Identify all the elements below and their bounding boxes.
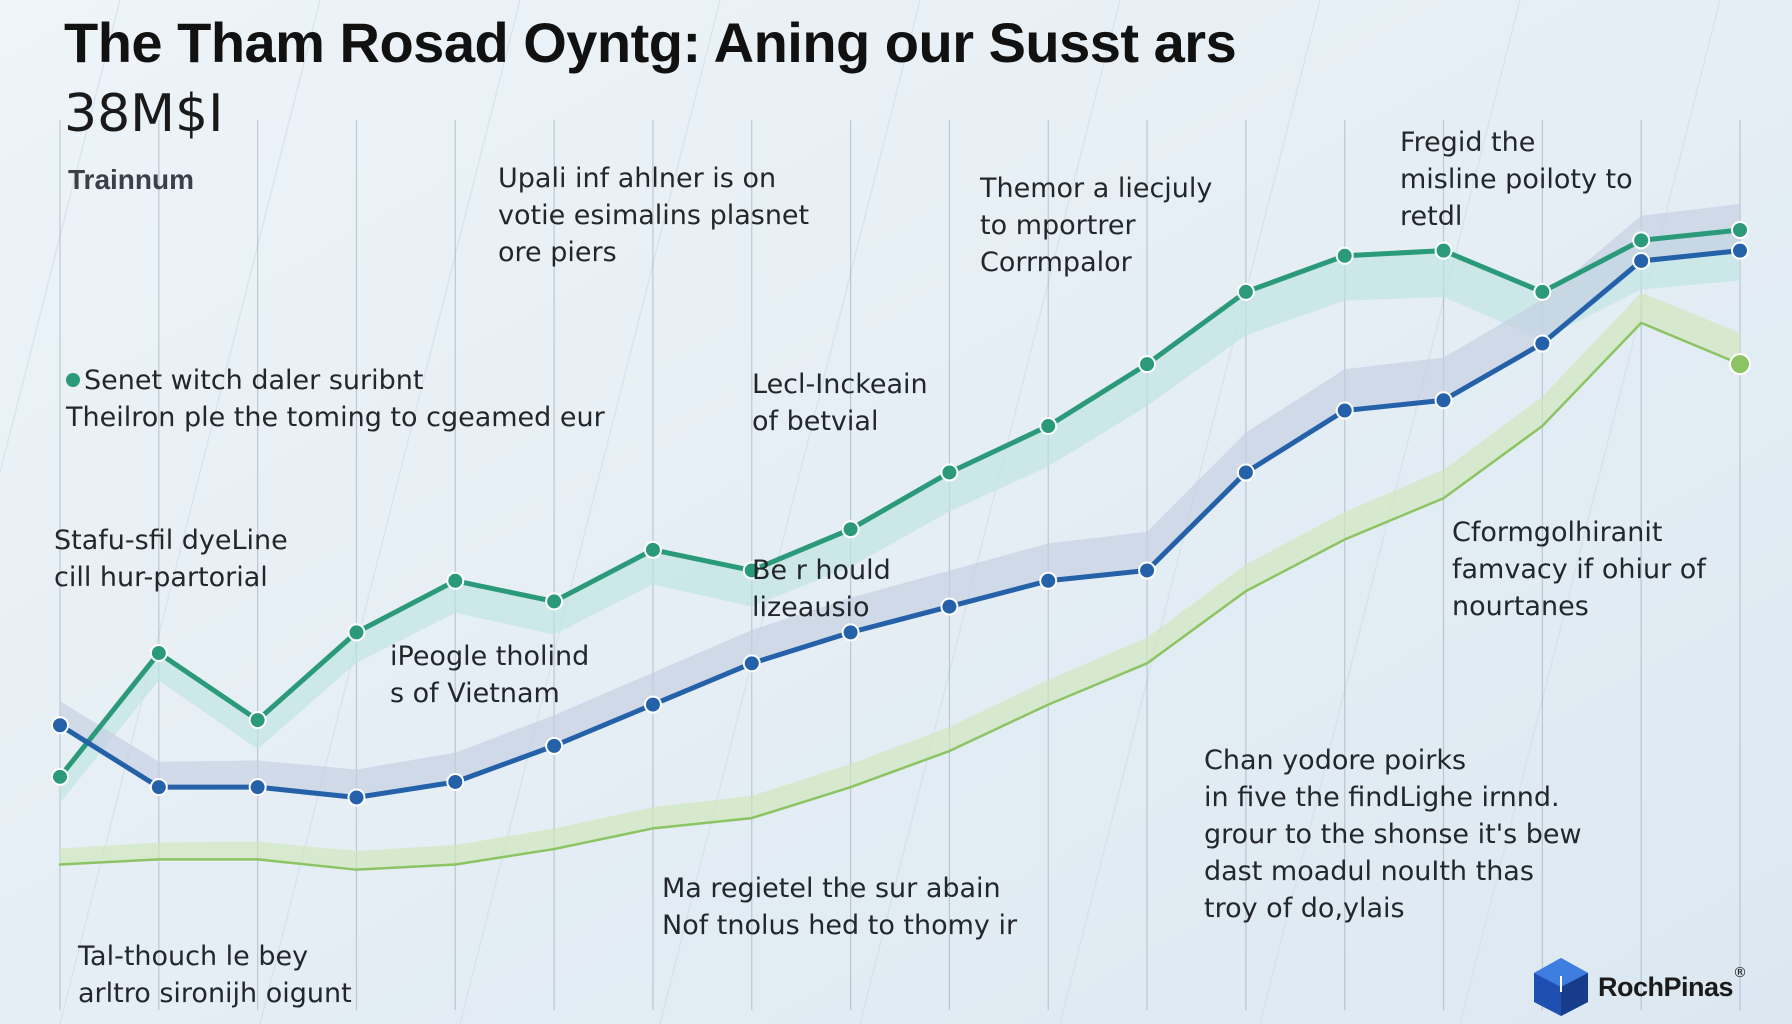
data-point xyxy=(1533,334,1552,353)
cube-logo-icon xyxy=(1534,958,1588,1016)
data-point xyxy=(1138,561,1157,580)
data-point xyxy=(51,767,69,786)
data-point xyxy=(1335,246,1354,265)
series-line xyxy=(57,248,1743,800)
series-lines xyxy=(57,227,1743,871)
annotation-stafu: Stafu-sfil dyeLine cill hur-partorial xyxy=(54,525,288,593)
series-line xyxy=(57,227,1743,780)
background-stroke xyxy=(859,0,1121,1024)
data-point xyxy=(1731,241,1749,260)
data-point xyxy=(248,778,267,797)
data-point xyxy=(1335,401,1354,420)
background-stroke xyxy=(1459,0,1721,1024)
data-point xyxy=(1434,391,1453,410)
annotation-themor: Themor a liecjuly to mportrer Corrmpalor xyxy=(980,173,1213,278)
annotation-be: Be r hould lizeausio xyxy=(752,555,891,623)
data-point xyxy=(841,623,860,642)
annotation-tal: Tal-thouch le bey arltro sironijh oigunt xyxy=(78,941,352,1009)
data-point xyxy=(1236,282,1255,301)
data-point xyxy=(51,716,69,735)
legend-dot-icon xyxy=(66,373,80,387)
data-point xyxy=(1138,355,1157,374)
annotation-peogle: iPeogle tholind s of Vietnam xyxy=(390,641,590,709)
annotation-cformgol: Cformgolhiranit famvacy if ohiur of nourta… xyxy=(1452,517,1706,622)
data-point xyxy=(742,654,761,673)
data-point xyxy=(149,778,168,797)
data-point xyxy=(545,736,564,755)
data-point xyxy=(643,695,662,714)
chart-subtitle: 38M$I xyxy=(64,84,224,144)
registered-mark: ® xyxy=(1733,965,1748,981)
chart-title: The Tham Rosad Oyntg: Aning our Susst ar… xyxy=(64,11,1237,74)
series-band xyxy=(60,292,1740,870)
data-point xyxy=(1731,221,1749,239)
data-point xyxy=(1632,231,1651,250)
data-point xyxy=(1434,241,1453,260)
data-point xyxy=(1039,417,1058,436)
brand-logo: RochPinas ® xyxy=(1532,956,1747,1018)
data-point xyxy=(940,463,959,482)
series-bands xyxy=(60,203,1740,870)
data-point xyxy=(841,520,860,539)
background-stroke xyxy=(659,0,921,1024)
data-point xyxy=(347,623,366,642)
annotation-senet: Senet witch daler suribnt Theilron ple th… xyxy=(66,365,605,433)
data-point xyxy=(940,597,959,616)
data-point xyxy=(149,644,168,663)
series-points xyxy=(51,221,1751,807)
data-point xyxy=(1039,571,1058,590)
data-point xyxy=(1729,353,1751,376)
annotation-ma: Ma regietel the sur abain Nof tnolus hed … xyxy=(662,873,1018,941)
data-point xyxy=(446,772,465,791)
data-point xyxy=(446,571,465,590)
data-point xyxy=(1632,251,1651,270)
annotation-upali: Upali inf ahlner is on votie esimalins pl… xyxy=(498,163,810,268)
data-point xyxy=(1236,463,1255,482)
y-axis-label: Trainnum xyxy=(68,164,195,195)
logo-name: RochPinas xyxy=(1598,971,1734,1002)
annotation-lecl: Lecl-Inckeain of betvial xyxy=(752,369,928,437)
data-point xyxy=(643,540,662,559)
data-point xyxy=(545,592,564,611)
annotation-chan: Chan yodore poirks in five the findLighe … xyxy=(1204,745,1582,924)
annotation-fregid: Fregid the misline poiloty to retdl xyxy=(1400,127,1633,232)
series-band xyxy=(60,230,1740,803)
background-stroke xyxy=(0,0,121,476)
series-line xyxy=(58,321,1742,871)
data-point xyxy=(1533,282,1552,301)
data-point xyxy=(347,788,366,807)
data-point xyxy=(248,711,267,730)
data-point xyxy=(742,561,761,580)
